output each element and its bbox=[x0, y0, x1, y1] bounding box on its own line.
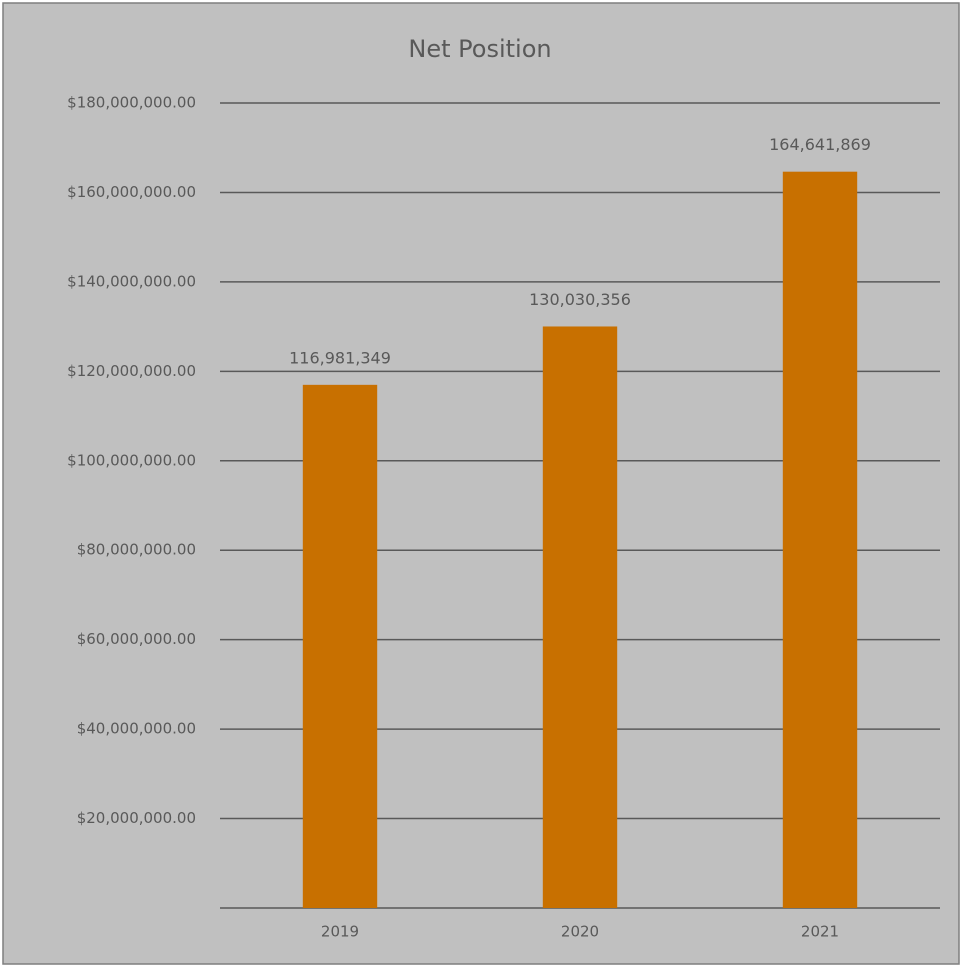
data-label: 116,981,349 bbox=[289, 348, 391, 367]
y-tick-label: $120,000,000.00 bbox=[67, 362, 196, 380]
x-tick-label: 2019 bbox=[321, 923, 359, 941]
y-tick-label: $180,000,000.00 bbox=[67, 94, 196, 112]
data-label: 130,030,356 bbox=[529, 290, 631, 309]
y-tick-label: $80,000,000.00 bbox=[77, 541, 196, 559]
bar bbox=[542, 326, 618, 908]
y-tick-label: $20,000,000.00 bbox=[77, 809, 196, 827]
y-tick-label: $60,000,000.00 bbox=[77, 630, 196, 648]
bar bbox=[302, 384, 378, 909]
bar bbox=[782, 171, 858, 908]
data-label: 164,641,869 bbox=[769, 135, 871, 154]
chart-title: Net Position bbox=[408, 35, 551, 63]
y-tick-label: $140,000,000.00 bbox=[67, 272, 196, 290]
x-tick-label: 2020 bbox=[561, 923, 599, 941]
y-tick-label: $40,000,000.00 bbox=[77, 720, 196, 738]
y-tick-label: $160,000,000.00 bbox=[67, 183, 196, 201]
y-tick-label: $100,000,000.00 bbox=[67, 451, 196, 469]
x-tick-label: 2021 bbox=[801, 923, 839, 941]
